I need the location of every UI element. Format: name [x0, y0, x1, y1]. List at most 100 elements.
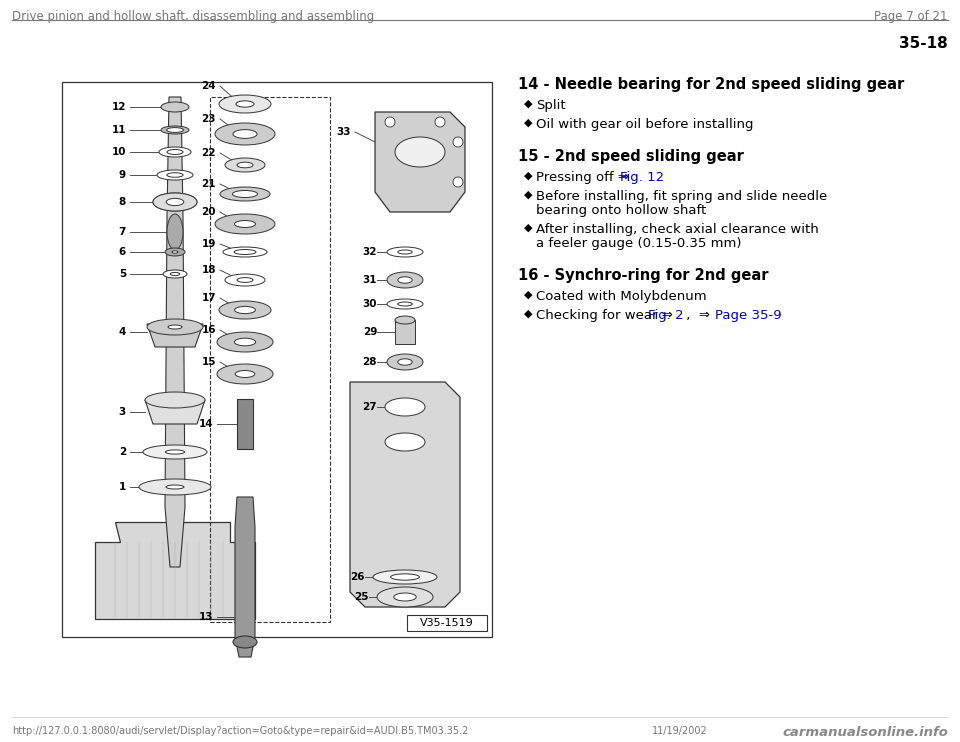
Ellipse shape	[215, 123, 275, 145]
Ellipse shape	[234, 338, 255, 346]
Text: 31: 31	[363, 275, 377, 285]
Ellipse shape	[223, 247, 267, 257]
Ellipse shape	[234, 220, 255, 228]
Ellipse shape	[225, 274, 265, 286]
Text: 29: 29	[363, 327, 377, 337]
Ellipse shape	[235, 370, 254, 378]
Text: 24: 24	[202, 81, 216, 91]
Text: ◆: ◆	[524, 223, 533, 233]
Text: bearing onto hollow shaft: bearing onto hollow shaft	[536, 204, 707, 217]
Ellipse shape	[168, 325, 182, 329]
Text: 3: 3	[119, 407, 126, 417]
Bar	[210, 97, 330, 622]
Ellipse shape	[397, 302, 412, 306]
Ellipse shape	[391, 574, 420, 580]
Text: 27: 27	[362, 402, 377, 412]
Text: Oil with gear oil before installing: Oil with gear oil before installing	[536, 118, 754, 131]
Text: ◆: ◆	[524, 190, 533, 200]
Text: Split: Split	[536, 99, 565, 112]
Text: 17: 17	[202, 293, 216, 303]
Text: 20: 20	[202, 207, 216, 217]
Text: 5: 5	[119, 269, 126, 279]
Ellipse shape	[232, 191, 257, 197]
Ellipse shape	[145, 392, 205, 408]
Ellipse shape	[395, 316, 415, 324]
Text: 16 - Synchro-ring for 2nd gear: 16 - Synchro-ring for 2nd gear	[518, 268, 769, 283]
Text: ◆: ◆	[524, 290, 533, 300]
Ellipse shape	[387, 299, 423, 309]
Ellipse shape	[385, 433, 425, 451]
Text: 22: 22	[202, 148, 216, 158]
Ellipse shape	[385, 117, 395, 127]
Text: 9: 9	[119, 170, 126, 180]
Ellipse shape	[233, 636, 257, 648]
Text: 8: 8	[119, 197, 126, 207]
Text: 23: 23	[202, 114, 216, 124]
Text: 1: 1	[119, 482, 126, 492]
Text: Coated with Molybdenum: Coated with Molybdenum	[536, 290, 707, 303]
Polygon shape	[145, 400, 205, 424]
Ellipse shape	[394, 593, 417, 601]
Bar	[237, 399, 253, 449]
Text: 6: 6	[119, 247, 126, 257]
Text: Pressing off ⇒: Pressing off ⇒	[536, 171, 634, 184]
Ellipse shape	[236, 101, 254, 107]
Text: ,  ⇒: , ⇒	[682, 309, 714, 322]
Text: 10: 10	[111, 147, 126, 157]
Text: http://127.0.0.1:8080/audi/servlet/Display?action=Goto&type=repair&id=AUDI.B5.TM: http://127.0.0.1:8080/audi/servlet/Displ…	[12, 726, 468, 736]
Ellipse shape	[395, 137, 445, 167]
Text: ◆: ◆	[524, 118, 533, 128]
Text: 30: 30	[363, 299, 377, 309]
Ellipse shape	[147, 319, 203, 335]
Text: ◆: ◆	[524, 309, 533, 319]
Ellipse shape	[387, 272, 423, 288]
Text: 15: 15	[202, 357, 216, 367]
Text: Page 7 of 21: Page 7 of 21	[875, 10, 948, 23]
Ellipse shape	[397, 359, 412, 365]
Ellipse shape	[234, 306, 255, 314]
Text: 14: 14	[199, 419, 213, 429]
Text: 2: 2	[119, 447, 126, 457]
Text: 4: 4	[119, 327, 126, 337]
Bar	[407, 615, 487, 631]
Ellipse shape	[139, 479, 211, 495]
Ellipse shape	[373, 570, 437, 584]
Ellipse shape	[219, 301, 271, 319]
Ellipse shape	[453, 177, 463, 187]
Ellipse shape	[157, 170, 193, 180]
Ellipse shape	[217, 364, 273, 384]
Text: 25: 25	[354, 592, 369, 602]
Ellipse shape	[233, 130, 257, 139]
Polygon shape	[350, 382, 460, 607]
Ellipse shape	[167, 173, 183, 177]
Ellipse shape	[397, 277, 412, 283]
Text: 33: 33	[337, 127, 351, 137]
Text: Before installing, fit spring and slide needle: Before installing, fit spring and slide …	[536, 190, 828, 203]
Text: V35-1519: V35-1519	[420, 618, 474, 628]
Ellipse shape	[220, 187, 270, 201]
Ellipse shape	[163, 270, 187, 278]
Ellipse shape	[167, 128, 183, 132]
Polygon shape	[165, 97, 185, 567]
Bar	[62, 82, 492, 637]
Polygon shape	[147, 324, 203, 347]
Ellipse shape	[225, 158, 265, 172]
Ellipse shape	[234, 249, 256, 255]
Ellipse shape	[166, 485, 184, 489]
Text: 16: 16	[202, 325, 216, 335]
Text: 19: 19	[202, 239, 216, 249]
Ellipse shape	[143, 445, 207, 459]
Ellipse shape	[237, 162, 253, 168]
Text: Fig. 12: Fig. 12	[620, 171, 664, 184]
Ellipse shape	[153, 193, 197, 211]
Text: a feeler gauge (0.15-0.35 mm): a feeler gauge (0.15-0.35 mm)	[536, 237, 741, 250]
Text: 15 - 2nd speed sliding gear: 15 - 2nd speed sliding gear	[518, 149, 744, 164]
Ellipse shape	[170, 272, 180, 275]
Text: 21: 21	[202, 179, 216, 189]
Text: Checking for wear ⇒: Checking for wear ⇒	[536, 309, 677, 322]
Text: 28: 28	[363, 357, 377, 367]
Ellipse shape	[165, 248, 185, 256]
Text: 11/19/2002: 11/19/2002	[652, 726, 708, 736]
Ellipse shape	[159, 147, 191, 157]
Text: 35-18: 35-18	[900, 36, 948, 51]
